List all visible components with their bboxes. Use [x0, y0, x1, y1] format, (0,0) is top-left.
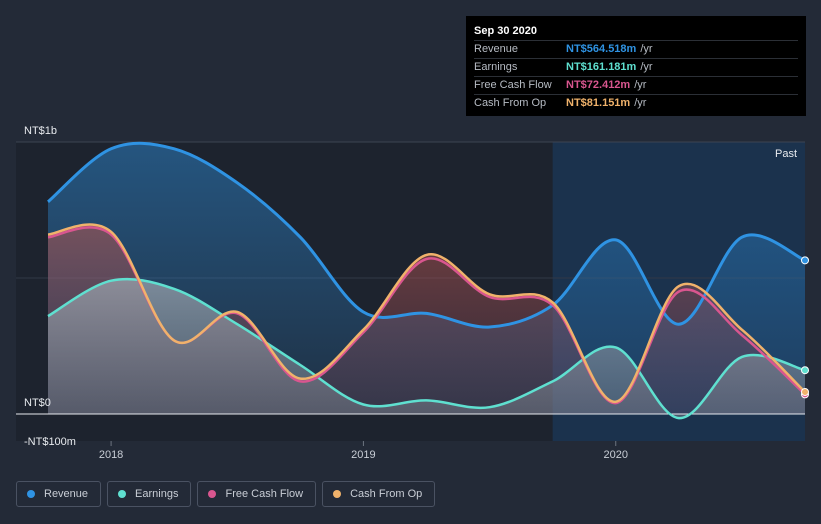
tooltip-label: Revenue [474, 43, 519, 55]
legend-item-earnings[interactable]: Earnings [107, 481, 192, 507]
revenue-end-marker[interactable] [801, 256, 809, 265]
tooltip-row-revenue: Revenue NT$564.518m /yr [474, 40, 798, 58]
tooltip-row-earnings: Earnings NT$161.181m /yr [474, 58, 798, 76]
tooltip-row-cash-from-op: Cash From Op NT$81.151m /yr [474, 94, 798, 112]
legend-item-revenue[interactable]: Revenue [16, 481, 102, 507]
tooltip-label: Cash From Op [474, 97, 547, 109]
legend-item-cash-from-op[interactable]: Cash From Op [322, 481, 436, 507]
past-label: Past [775, 148, 797, 160]
tooltip-value: NT$72.412m [566, 79, 631, 91]
legend-dot-icon [333, 490, 342, 498]
legend-label: Earnings [135, 488, 179, 500]
tooltip-unit: /yr [634, 79, 647, 91]
y-label-bottom: -NT$100m [24, 436, 76, 448]
cash-from-op-end-marker[interactable] [801, 387, 809, 396]
earnings-end-marker[interactable] [801, 366, 809, 375]
legend-dot-icon [208, 490, 217, 498]
earnings-line[interactable] [47, 277, 806, 420]
legend: Revenue Earnings Free Cash Flow Cash Fro… [16, 481, 441, 507]
tooltip-value: NT$81.151m [566, 97, 631, 109]
x-tick-label: 2018 [99, 449, 123, 461]
tooltip-unit: /yr [634, 97, 647, 109]
legend-item-free-cash-flow[interactable]: Free Cash Flow [197, 481, 317, 507]
tooltip-value: NT$564.518m [566, 43, 637, 55]
tooltip-value: NT$161.181m [566, 61, 637, 73]
legend-dot-icon [118, 490, 127, 498]
revenue-line[interactable] [47, 141, 806, 329]
tooltip-label: Free Cash Flow [474, 79, 552, 91]
tooltip-row-free-cash-flow: Free Cash Flow NT$72.412m /yr [474, 76, 798, 94]
tooltip-unit: /yr [640, 43, 653, 55]
legend-label: Free Cash Flow [225, 488, 304, 500]
tooltip-date: Sep 30 2020 [474, 25, 537, 37]
x-tick-label: 2019 [351, 449, 375, 461]
tooltip-label: Earnings [474, 61, 518, 73]
x-axis: 2018 2019 2020 [99, 441, 628, 461]
cash-from-op-line[interactable] [47, 223, 806, 404]
y-label-top: NT$1b [24, 125, 57, 137]
tooltip: Sep 30 2020 Revenue NT$564.518m /yr Earn… [466, 16, 806, 116]
legend-dot-icon [27, 490, 35, 498]
x-tick-label: 2020 [604, 449, 628, 461]
legend-label: Cash From Op [350, 488, 423, 500]
earnings-area [48, 279, 805, 419]
legend-label: Revenue [44, 488, 89, 500]
tooltip-unit: /yr [640, 61, 653, 73]
y-label-zero: NT$0 [24, 397, 51, 409]
